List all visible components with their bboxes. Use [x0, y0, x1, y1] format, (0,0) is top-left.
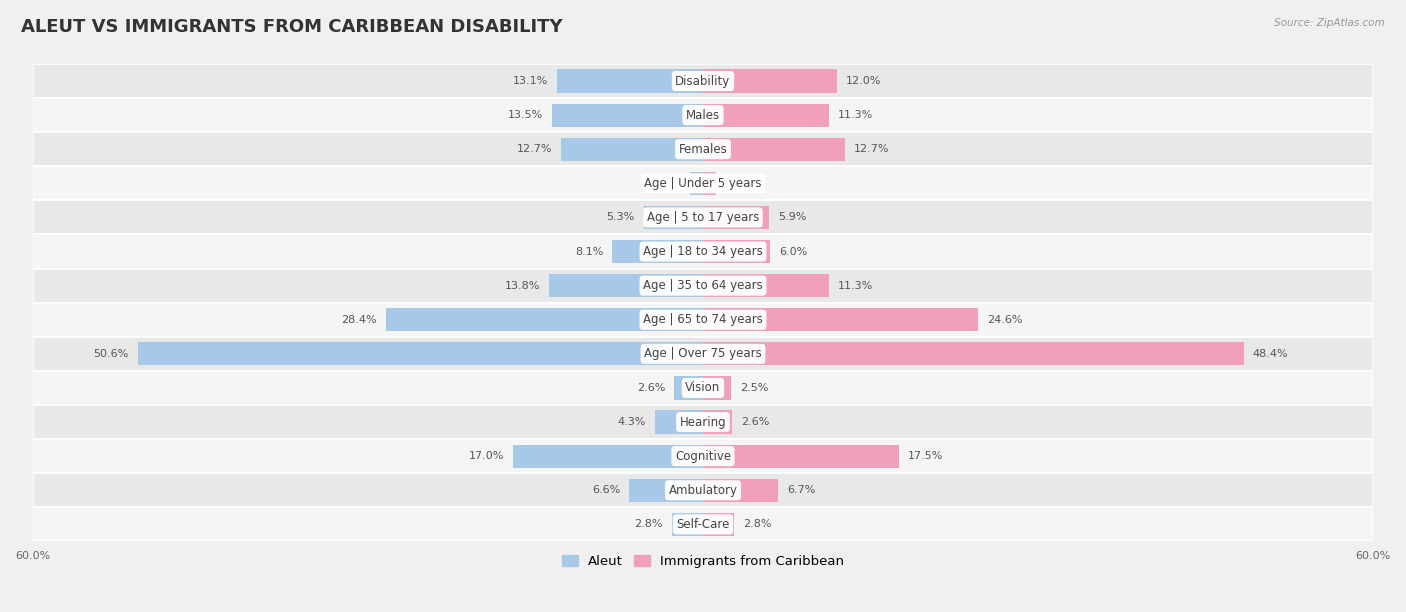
Text: Disability: Disability [675, 75, 731, 88]
Bar [703, 342, 1244, 365]
Text: Females: Females [679, 143, 727, 155]
Text: 12.7%: 12.7% [516, 144, 553, 154]
Text: Age | Over 75 years: Age | Over 75 years [644, 348, 762, 360]
Bar [553, 103, 703, 127]
Text: 12.7%: 12.7% [853, 144, 890, 154]
Bar [32, 439, 1374, 473]
Text: ALEUT VS IMMIGRANTS FROM CARIBBEAN DISABILITY: ALEUT VS IMMIGRANTS FROM CARIBBEAN DISAB… [21, 18, 562, 36]
Bar [703, 240, 770, 263]
Bar [703, 479, 778, 502]
Text: 13.5%: 13.5% [508, 110, 543, 120]
Bar [557, 69, 703, 92]
Text: 11.3%: 11.3% [838, 281, 873, 291]
Bar [32, 234, 1374, 269]
Text: 1.2%: 1.2% [652, 178, 681, 188]
Text: 24.6%: 24.6% [987, 315, 1022, 325]
Bar [32, 64, 1374, 98]
Bar [644, 206, 703, 229]
Bar [32, 337, 1374, 371]
Bar [703, 444, 898, 468]
Text: Age | 65 to 74 years: Age | 65 to 74 years [643, 313, 763, 326]
Bar [32, 405, 1374, 439]
Text: 17.0%: 17.0% [468, 451, 505, 461]
Bar [32, 166, 1374, 200]
Text: 17.5%: 17.5% [907, 451, 943, 461]
Bar [703, 308, 977, 331]
Bar [703, 172, 717, 195]
Bar [32, 507, 1374, 542]
Bar [703, 69, 837, 92]
Text: 11.3%: 11.3% [838, 110, 873, 120]
Bar [32, 303, 1374, 337]
Bar [673, 376, 703, 400]
Bar [32, 371, 1374, 405]
Text: Age | Under 5 years: Age | Under 5 years [644, 177, 762, 190]
Text: Age | 18 to 34 years: Age | 18 to 34 years [643, 245, 763, 258]
Text: 28.4%: 28.4% [342, 315, 377, 325]
Text: 8.1%: 8.1% [575, 247, 603, 256]
Text: 5.9%: 5.9% [778, 212, 806, 222]
Text: 4.3%: 4.3% [617, 417, 645, 427]
Bar [703, 411, 733, 434]
Text: 2.8%: 2.8% [744, 520, 772, 529]
Bar [385, 308, 703, 331]
Bar [32, 98, 1374, 132]
Bar [32, 473, 1374, 507]
Text: 50.6%: 50.6% [93, 349, 129, 359]
Text: Self-Care: Self-Care [676, 518, 730, 531]
Text: 12.0%: 12.0% [846, 76, 882, 86]
Text: Vision: Vision [685, 381, 721, 395]
Bar [703, 138, 845, 161]
Text: 6.0%: 6.0% [779, 247, 807, 256]
Text: 1.2%: 1.2% [725, 178, 754, 188]
Text: 2.6%: 2.6% [741, 417, 769, 427]
Bar [703, 274, 830, 297]
Text: 6.6%: 6.6% [592, 485, 620, 495]
Text: Hearing: Hearing [679, 416, 727, 428]
Text: Age | 5 to 17 years: Age | 5 to 17 years [647, 211, 759, 224]
Text: 13.1%: 13.1% [512, 76, 548, 86]
Bar [32, 200, 1374, 234]
Bar [32, 269, 1374, 303]
Text: Males: Males [686, 108, 720, 122]
Bar [630, 479, 703, 502]
Text: Cognitive: Cognitive [675, 450, 731, 463]
Legend: Aleut, Immigrants from Caribbean: Aleut, Immigrants from Caribbean [557, 550, 849, 573]
Bar [138, 342, 703, 365]
Text: 2.6%: 2.6% [637, 383, 665, 393]
Bar [561, 138, 703, 161]
Text: Age | 35 to 64 years: Age | 35 to 64 years [643, 279, 763, 292]
Bar [613, 240, 703, 263]
Bar [703, 376, 731, 400]
Bar [548, 274, 703, 297]
Text: 6.7%: 6.7% [787, 485, 815, 495]
Text: 2.5%: 2.5% [740, 383, 768, 393]
Bar [689, 172, 703, 195]
Bar [703, 206, 769, 229]
Text: 5.3%: 5.3% [606, 212, 636, 222]
Bar [703, 513, 734, 536]
Bar [672, 513, 703, 536]
Text: Ambulatory: Ambulatory [668, 483, 738, 497]
Bar [513, 444, 703, 468]
Text: 48.4%: 48.4% [1253, 349, 1288, 359]
Text: 2.8%: 2.8% [634, 520, 662, 529]
Bar [703, 103, 830, 127]
Text: 13.8%: 13.8% [505, 281, 540, 291]
Bar [32, 132, 1374, 166]
Text: Source: ZipAtlas.com: Source: ZipAtlas.com [1274, 18, 1385, 28]
Bar [655, 411, 703, 434]
